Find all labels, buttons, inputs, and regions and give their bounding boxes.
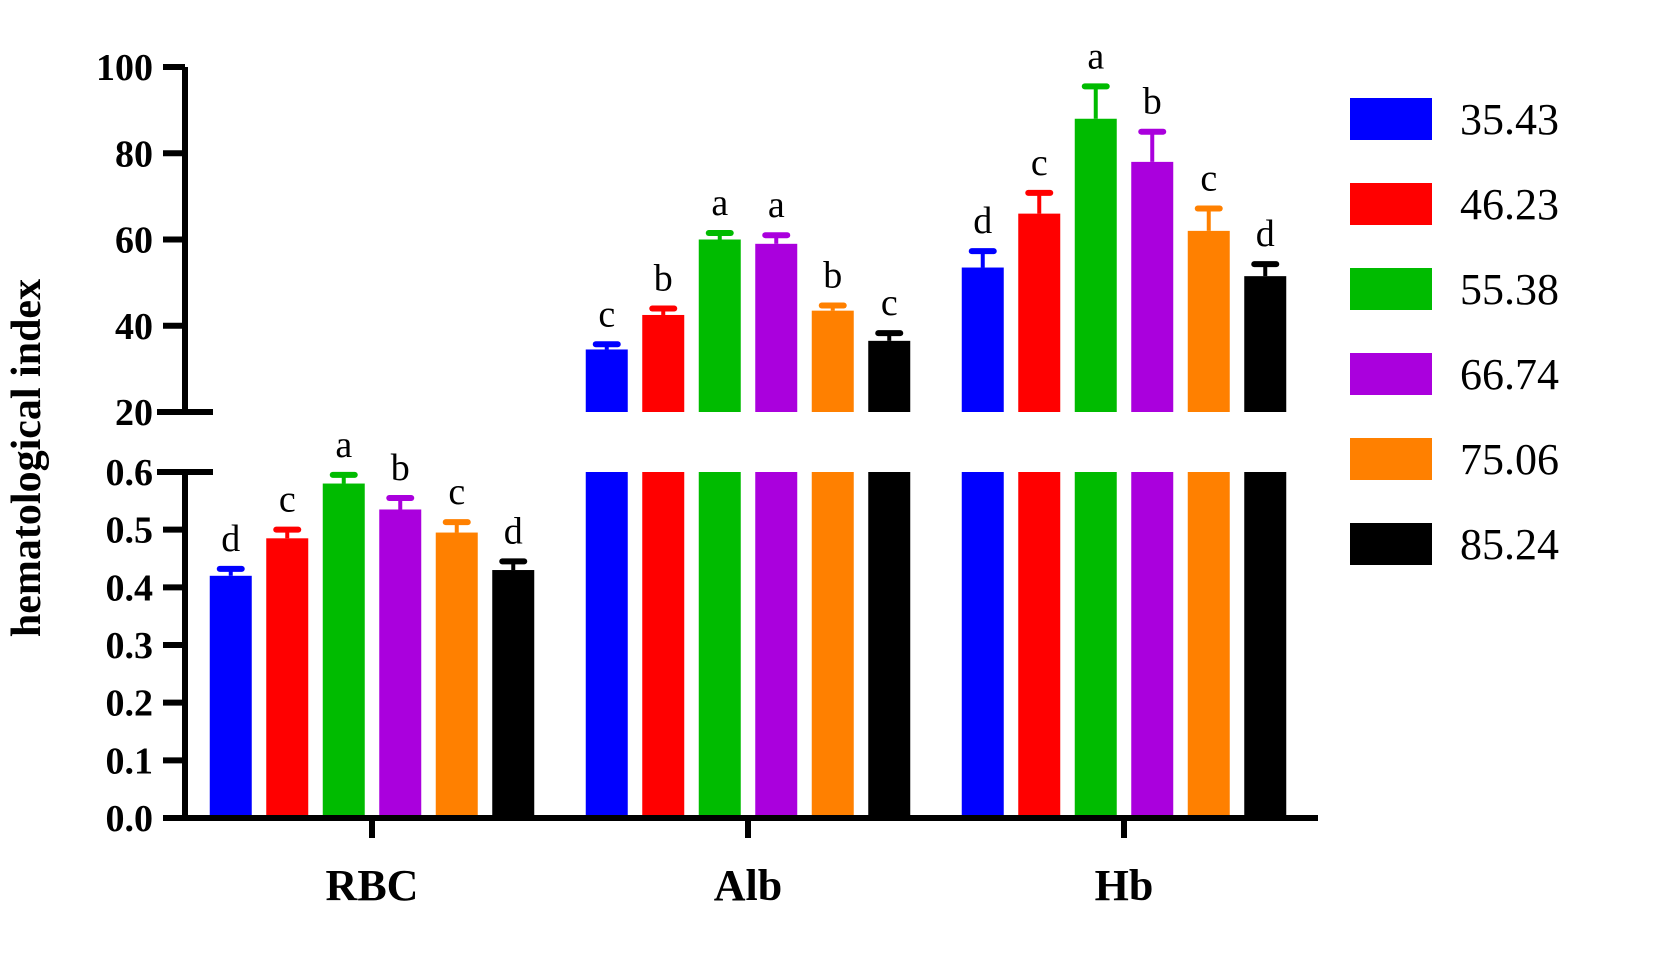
significance-letter: c <box>1200 157 1217 199</box>
bar-alb-55_38-lower <box>698 472 741 818</box>
axes-layer <box>157 64 1318 838</box>
legend-label: 55.38 <box>1460 265 1559 314</box>
significance-letter: a <box>335 424 352 466</box>
significance-letter: a <box>768 184 785 226</box>
bar-alb-55_38 <box>698 239 741 412</box>
significance-letter: b <box>654 258 673 300</box>
bar-rbc-85_24 <box>492 570 535 818</box>
bar-alb-35_43 <box>585 349 628 412</box>
legend-swatch <box>1350 353 1432 395</box>
significance-letter: c <box>1031 142 1048 184</box>
bar-hb-55_38-lower <box>1074 472 1117 818</box>
legend-swatch <box>1350 438 1432 480</box>
bar-alb-75_06 <box>811 310 854 412</box>
legend-swatch <box>1350 523 1432 565</box>
legend-label: 46.23 <box>1460 180 1559 229</box>
bar-hb-55_38 <box>1074 118 1117 412</box>
bar-hb-85_24 <box>1244 276 1287 412</box>
bar-hb-46_23 <box>1018 213 1061 412</box>
significance-letter: c <box>881 282 898 324</box>
significance-letter: b <box>823 254 842 296</box>
legend-swatch <box>1350 268 1432 310</box>
bar-rbc-46_23 <box>266 538 309 818</box>
bar-alb-46_23-lower <box>642 472 685 818</box>
legend-label: 85.24 <box>1460 520 1559 569</box>
bar-alb-75_06-lower <box>811 472 854 818</box>
y-tick-label: 100 <box>96 47 153 89</box>
x-category-label: Hb <box>1095 861 1154 910</box>
bar-hb-46_23-lower <box>1018 472 1061 818</box>
bar-alb-85_24-lower <box>868 472 911 818</box>
legend-label: 75.06 <box>1460 435 1559 484</box>
bar-hb-66_74 <box>1131 161 1174 412</box>
bar-hb-35_43 <box>961 267 1004 412</box>
y-tick-label: 0.3 <box>106 625 154 667</box>
x-category-label: RBC <box>326 861 419 910</box>
bar-rbc-35_43 <box>209 575 252 818</box>
significance-letter: c <box>448 471 465 513</box>
y-tick-label: 0.1 <box>106 740 154 782</box>
bar-alb-66_74 <box>755 243 798 412</box>
significance-letter: c <box>279 479 296 521</box>
significance-letter: d <box>1256 213 1275 255</box>
bar-alb-66_74-lower <box>755 472 798 818</box>
bars-layer <box>209 83 1287 818</box>
significance-letter: b <box>1143 81 1162 123</box>
y-tick-label: 0.5 <box>106 510 154 552</box>
y-tick-label: 0.2 <box>106 683 154 725</box>
bar-hb-35_43-lower <box>961 472 1004 818</box>
legend: 35.43 46.23 55.38 66.74 75.06 85.24 <box>1350 95 1559 569</box>
bar-alb-35_43-lower <box>585 472 628 818</box>
significance-letter: a <box>711 182 728 224</box>
significance-letter: a <box>1087 35 1104 77</box>
significance-letter: b <box>391 447 410 489</box>
y-axis-title: hematological index <box>4 279 50 637</box>
legend-label: 66.74 <box>1460 350 1559 399</box>
y-tick-label: 20 <box>115 392 153 434</box>
bar-alb-46_23 <box>642 314 685 412</box>
significance-letter: c <box>598 293 615 335</box>
y-tick-label: 40 <box>115 306 153 348</box>
y-tick-label: 0.0 <box>106 798 154 840</box>
significance-letter: d <box>504 510 523 552</box>
legend-label: 35.43 <box>1460 95 1559 144</box>
bar-hb-66_74-lower <box>1131 472 1174 818</box>
bar-hb-75_06-lower <box>1187 472 1230 818</box>
bar-rbc-55_38 <box>322 483 365 818</box>
bar-hb-85_24-lower <box>1244 472 1287 818</box>
bar-rbc-66_74 <box>379 509 422 818</box>
bar-hb-75_06 <box>1187 230 1230 412</box>
legend-swatch <box>1350 98 1432 140</box>
y-tick-label: 0.6 <box>106 452 154 494</box>
x-category-label: Alb <box>714 861 782 910</box>
legend-swatch <box>1350 183 1432 225</box>
bar-alb-85_24 <box>868 340 911 412</box>
y-tick-label: 60 <box>115 220 153 262</box>
bar-rbc-75_06 <box>435 532 478 818</box>
significance-letter: d <box>221 518 240 560</box>
significance-letter: d <box>973 200 992 242</box>
y-tick-label: 0.4 <box>106 567 154 609</box>
y-tick-label: 80 <box>115 133 153 175</box>
